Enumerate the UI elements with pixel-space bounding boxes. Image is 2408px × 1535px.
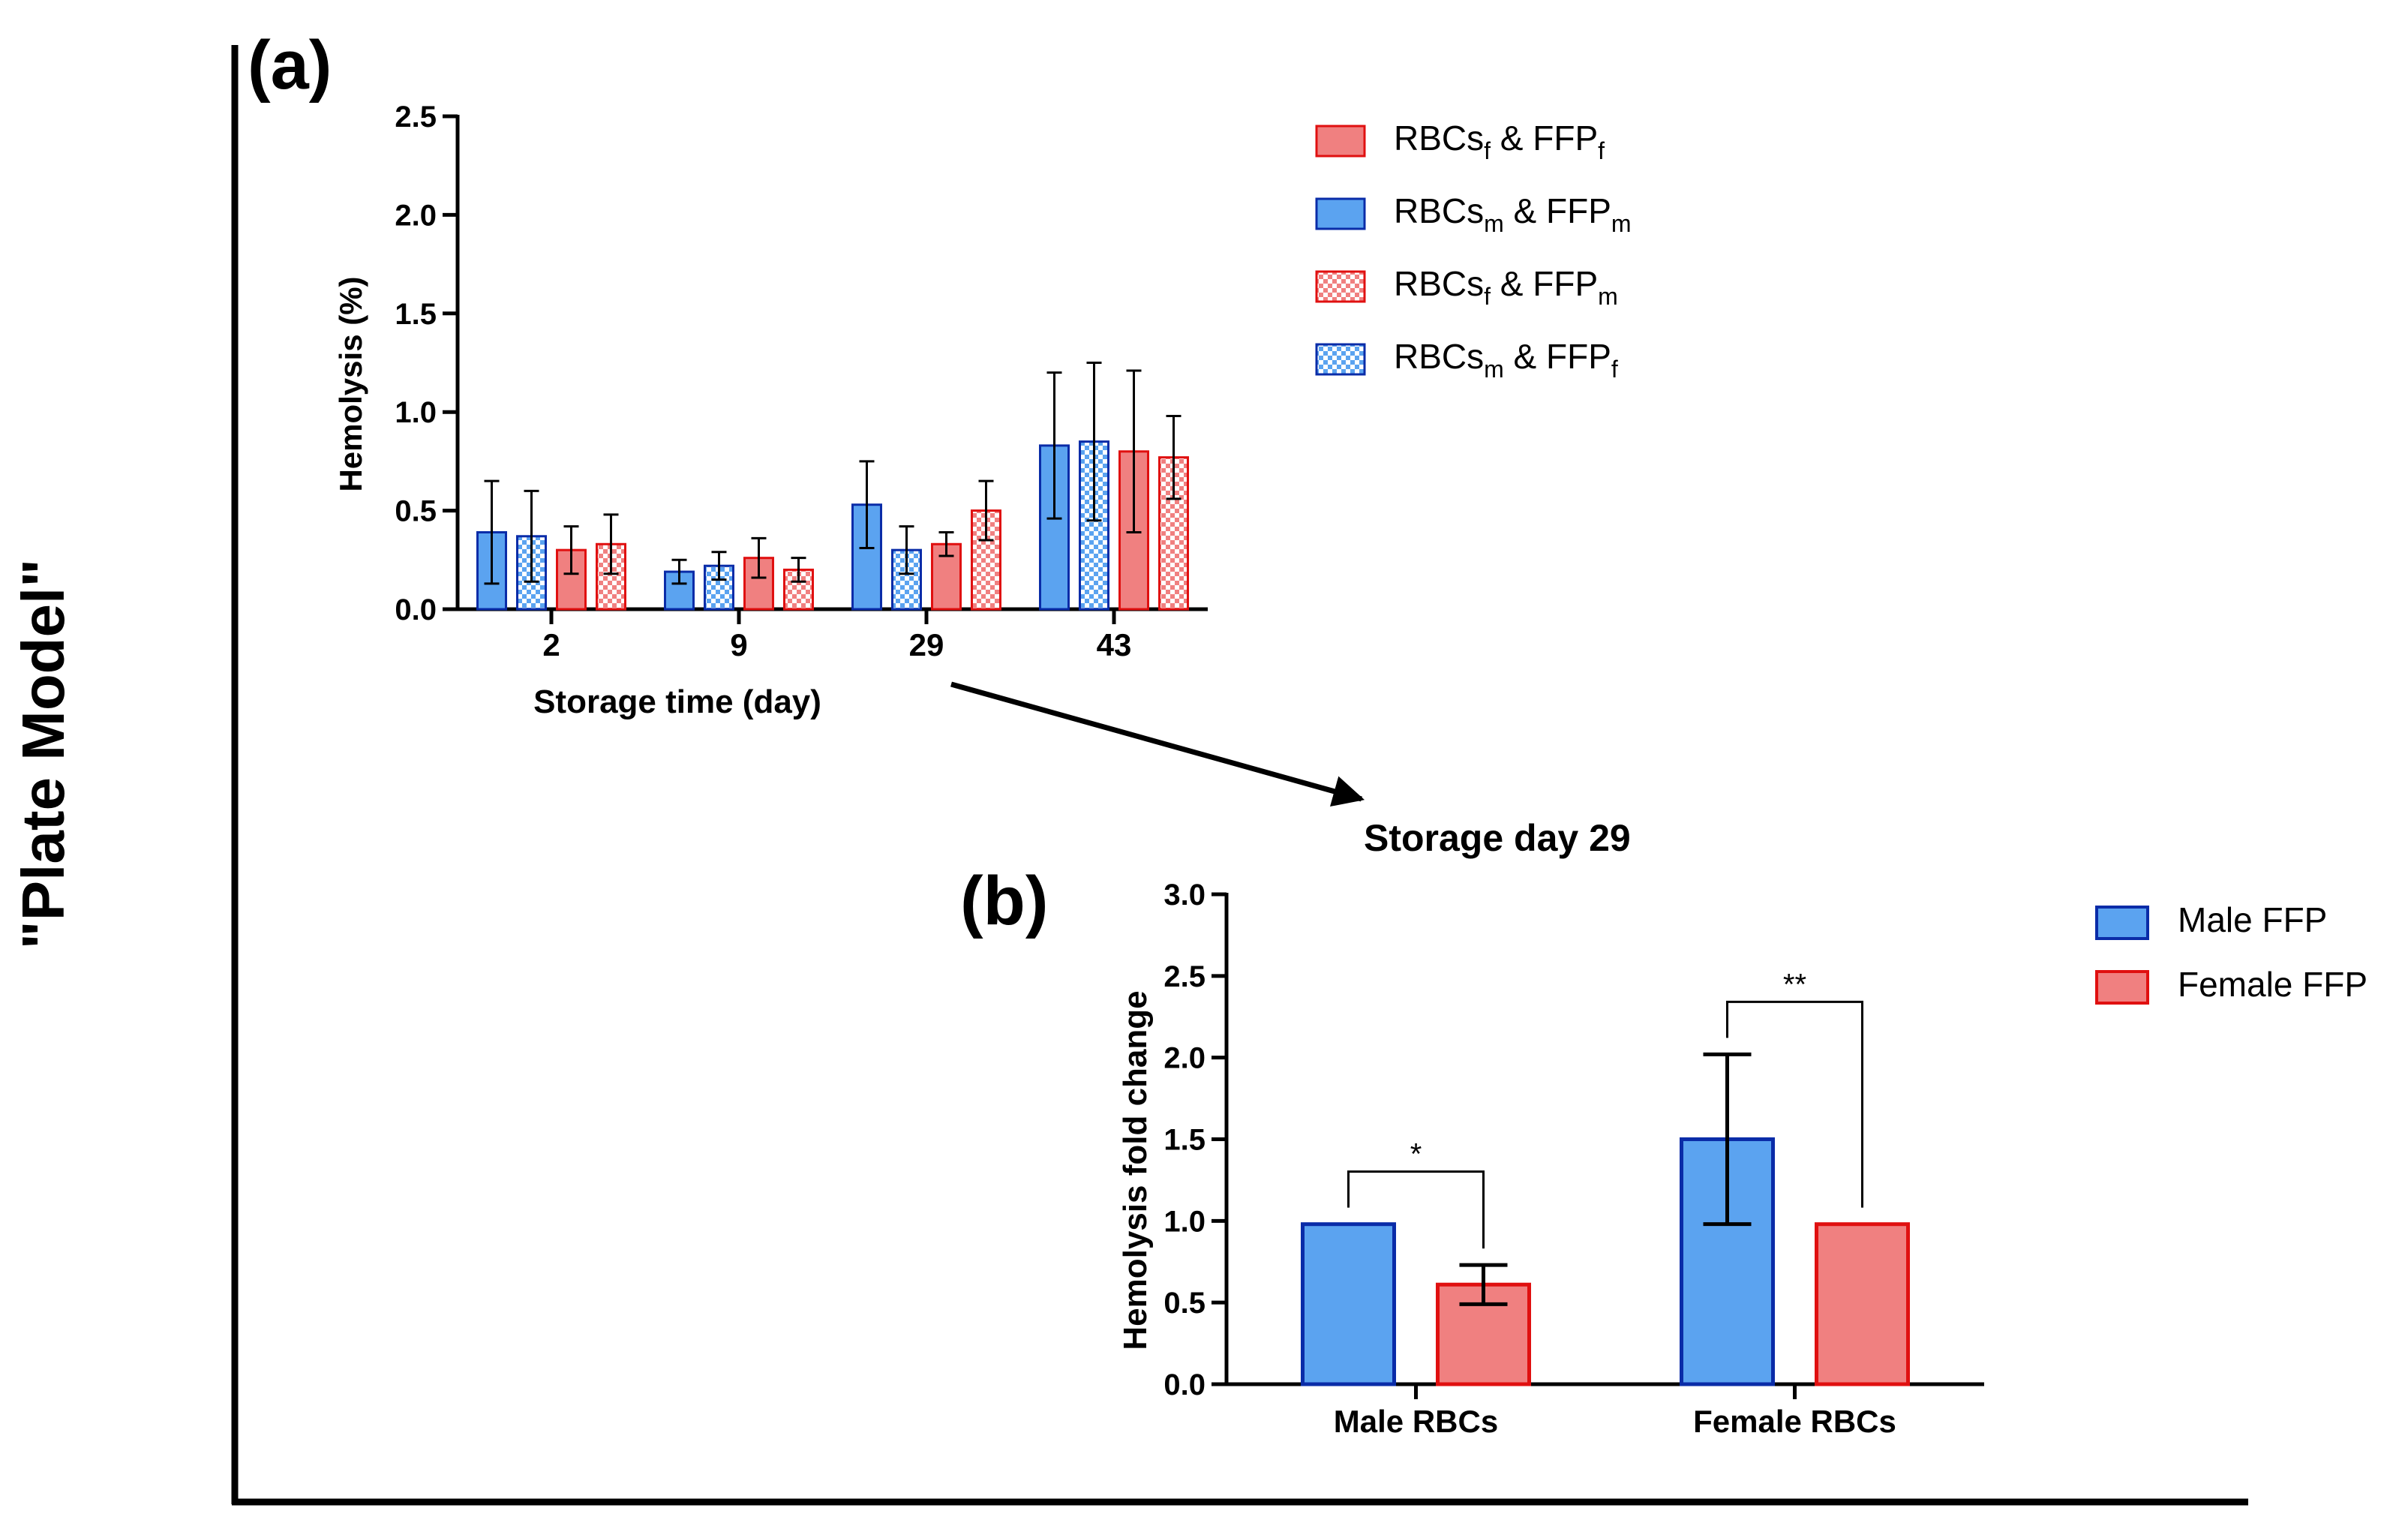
chart-a-xtick-label: 43 [1097,627,1132,662]
chart-a-legend-swatch [1315,270,1366,303]
chart-a-xtick-label: 9 [730,627,747,662]
chart-b-bar [1815,1222,1910,1386]
chart-a-xtick-label: 29 [909,627,944,662]
chart-a-ylabel: Hemolysis (%) [333,276,368,491]
chart-b-xtick-label: Male RBCs [1334,1404,1498,1439]
chart-a-legend-label: RBCsf & FFPf [1394,119,1605,164]
chart-a-ytick-label: 1.5 [395,298,437,331]
chart-b-ytick-label: 1.0 [1163,1205,1206,1238]
chart-a-bars [476,362,1189,611]
chart-a-legend-label: RBCsm & FFPf [1394,337,1618,383]
chart-a-legend-label: RBCsf & FFPm [1394,264,1618,310]
chart-a-legend-swatch [1315,343,1366,376]
chart-b-significance-bracket [1726,1000,1863,1208]
chart-b-xtick-label: Female RBCs [1693,1404,1896,1439]
chart-a-legend: RBCsf & FFPf RBCsm & FFPm RBCsf & FFPm RBCs… [1315,119,1632,383]
chart-a-legend-swatch [1315,125,1366,158]
chart-b-legend-label: Female FFP [2178,965,2367,1004]
chart-b: 0.0 0.5 1.0 1.5 2.0 2.5 3.0 Male RBCs * Female RB… [1163,879,1984,1439]
chart-a-legend-label: RBCsm & FFPm [1394,191,1632,237]
chart-b-legend-swatch [2095,970,2149,1005]
panel-a-label: (a) [248,27,332,104]
chart-b-ytick-label: 3.0 [1163,879,1206,912]
chart-a-xlabel: Storage time (day) [533,683,821,720]
chart-a-ytick-label: 0.5 [395,495,437,528]
arrow-label: Storage day 29 [1364,817,1631,859]
chart-a-labels: 0.00.51.01.52.02.52 9 29 43 [395,101,1131,662]
chart-b-bar [1301,1222,1396,1386]
chart-a-legend-swatch [1315,197,1366,230]
chart-a-ytick-label: 0.0 [395,593,437,626]
chart-a-bar [931,542,962,611]
chart-a-xtick-label: 2 [542,627,560,662]
chart-b-ytick-label: 2.5 [1163,960,1206,993]
chart-b-ytick-label: 0.5 [1163,1287,1206,1320]
chart-a-ytick-label: 2.0 [395,199,437,232]
chart-a: 0.00.51.01.52.02.52 9 29 43 [395,101,1208,662]
chart-b-ylabel: Hemolysis fold change [1117,990,1154,1350]
chart-b-significance-label: * [1410,1138,1422,1171]
chart-b-legend-swatch [2095,906,2149,940]
chart-b-significance-label: ** [1783,968,1806,1001]
chart-b-legend: Male FFP Female FFP [2095,900,2367,1005]
chart-a-ytick-label: 2.5 [395,101,437,134]
chart-b-ytick-label: 2.0 [1163,1042,1206,1075]
side-label: "Plate Model" [10,559,77,949]
chart-b-legend-label: Male FFP [2178,900,2327,939]
chart-b-bars [1301,1000,1910,1386]
chart-b-ytick-label: 0.0 [1163,1368,1206,1401]
chart-a-ytick-label: 1.0 [395,396,437,429]
arrow-pointer [950,681,1365,807]
panel-b-label: (b) [960,863,1048,939]
chart-b-ytick-label: 1.5 [1163,1124,1206,1157]
chart-b-significance-bracket [1347,1170,1485,1249]
chart-b-labels: 0.0 0.5 1.0 1.5 2.0 2.5 3.0 Male RBCs * Female RB… [1163,879,1896,1439]
